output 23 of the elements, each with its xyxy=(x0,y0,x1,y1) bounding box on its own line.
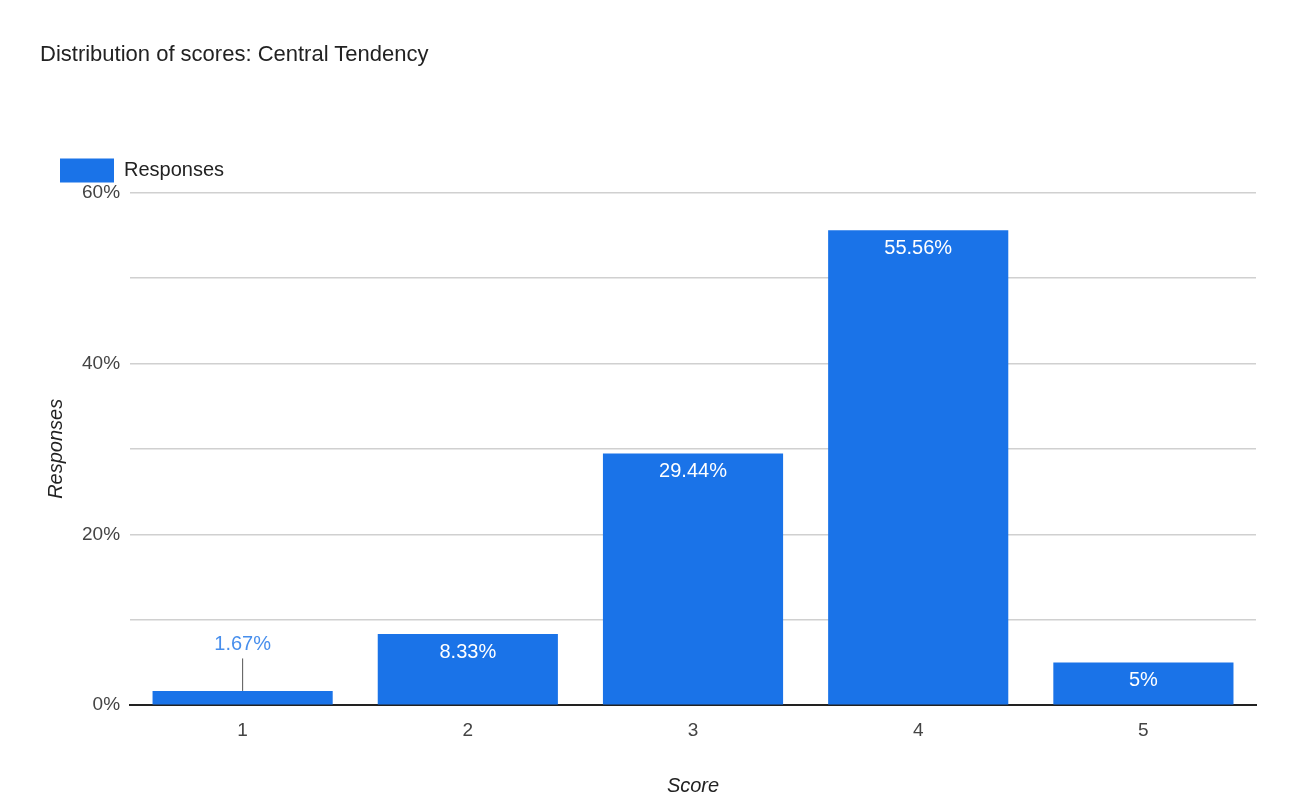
data-label: 5% xyxy=(1128,667,1159,690)
x-tick-label: 4 xyxy=(912,718,924,740)
bar xyxy=(1053,662,1234,705)
bar xyxy=(602,453,784,705)
x-tick-label: 2 xyxy=(462,718,474,740)
chart-title: Distribution of scores: Central Tendency xyxy=(40,41,429,67)
data-label: 1.67% xyxy=(214,631,272,654)
bar xyxy=(377,634,558,705)
x-tick-label: 1 xyxy=(237,718,248,740)
data-label: 29.44% xyxy=(659,459,728,482)
y-tick-label: 40% xyxy=(82,351,121,373)
bar xyxy=(152,690,333,705)
y-tick-label: 0% xyxy=(92,693,121,715)
y-tick-label: 20% xyxy=(82,522,121,544)
x-tick-label: 5 xyxy=(1138,718,1149,740)
bar xyxy=(828,230,1009,705)
y-axis-title: Responses xyxy=(43,398,66,499)
data-label: 8.33% xyxy=(439,639,497,662)
x-tick-label: 3 xyxy=(687,718,699,740)
x-axis-title: Score xyxy=(666,773,720,796)
data-label: 55.56% xyxy=(884,235,953,258)
y-tick-label: 60% xyxy=(82,180,121,202)
legend-label: Responses xyxy=(124,157,225,180)
